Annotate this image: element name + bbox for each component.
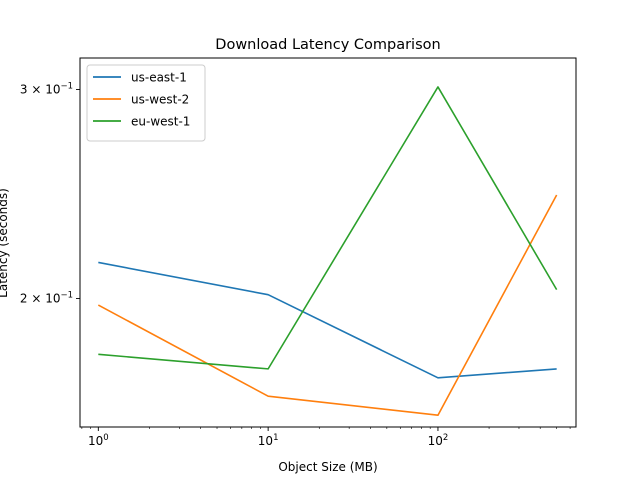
y-axis-label: Latency (seconds) (0, 188, 10, 298)
y-tick-exponent: −1 (60, 82, 73, 92)
legend-label-eu-west-1: eu-west-1 (131, 115, 190, 129)
legend-label-us-east-1: us-east-1 (131, 71, 187, 85)
x-axis-ticks: 100 101 102 (81, 427, 571, 448)
legend: us-east-1 us-west-2 eu-west-1 (86, 64, 206, 142)
x-tick-label: 101 (258, 433, 279, 448)
x-tick-base: 10 (258, 434, 273, 448)
x-tick-exponent: 1 (273, 433, 278, 443)
chart-title: Download Latency Comparison (215, 37, 440, 53)
series-line-eu-west-1 (98, 86, 558, 370)
y-tick-mantissa: 2 (20, 292, 28, 306)
legend-box (86, 64, 206, 142)
x-tick-label: 102 (428, 433, 449, 448)
series-line-us-west-2 (97, 194, 558, 417)
x-tick-base: 10 (428, 434, 443, 448)
series-lines (97, 86, 558, 417)
plot-frame (79, 57, 577, 428)
x-tick-base: 10 (88, 434, 103, 448)
y-tick-mantissa: 3 (20, 83, 28, 97)
x-tick-exponent: 0 (103, 433, 108, 443)
x-tick-label: 100 (88, 433, 109, 448)
x-axis-label: Object Size (MB) (278, 460, 377, 474)
legend-label-us-west-2: us-west-2 (131, 93, 189, 107)
y-tick-label: 3 × 10−1 (20, 82, 73, 97)
y-axis-ticks: 2 × 10−1 3 × 10−1 (20, 82, 80, 306)
x-tick-exponent: 2 (443, 433, 448, 443)
y-tick-exponent: −1 (60, 291, 73, 301)
y-tick-label: 2 × 10−1 (20, 291, 73, 306)
series-line-us-east-1 (98, 261, 557, 379)
